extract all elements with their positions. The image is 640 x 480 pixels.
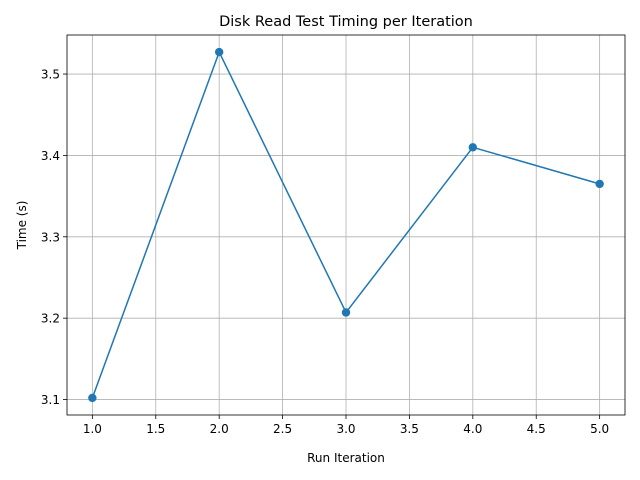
x-tick-label: 1.0 [83, 422, 102, 436]
data-point [214, 47, 224, 57]
data-point [595, 179, 604, 189]
y-tick-label: 3.1 [41, 393, 60, 407]
y-tick-label: 3.5 [41, 68, 60, 82]
x-axis: 1.0 1.5 2.0 2.5 3.0 3.5 4.0 4.5 5.0 [83, 415, 609, 436]
x-tick-label: 4.5 [527, 422, 546, 436]
y-axis-label: Time (s) [15, 201, 29, 251]
data-point [341, 308, 351, 317]
x-tick-label: 5.0 [590, 422, 609, 436]
chart-title: Disk Read Test Timing per Iteration [219, 14, 473, 30]
x-tick-label: 3.5 [400, 422, 419, 436]
x-tick-label: 2.0 [210, 422, 229, 436]
y-tick-label: 3.2 [41, 312, 60, 326]
x-tick-label: 2.5 [273, 422, 292, 436]
x-tick-label: 3.0 [336, 422, 355, 436]
x-axis-label: Run Iteration [307, 451, 385, 465]
x-tick-label: 4.0 [463, 422, 482, 436]
x-tick-label: 1.5 [146, 422, 165, 436]
y-tick-label: 3.4 [41, 149, 60, 163]
y-axis: 3.1 3.2 3.3 3.4 3.5 [41, 68, 67, 407]
data-point [88, 393, 97, 403]
grid [67, 35, 625, 415]
data-point [468, 143, 478, 152]
data-points [88, 47, 604, 403]
y-tick-label: 3.3 [41, 230, 60, 244]
